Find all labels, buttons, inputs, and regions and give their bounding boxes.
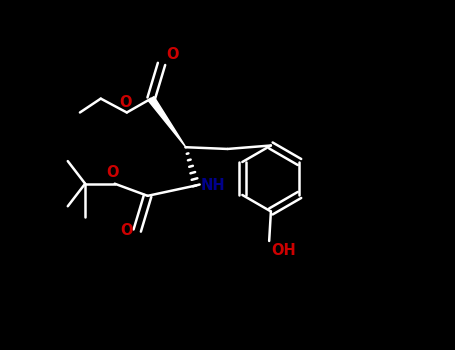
Text: O: O	[120, 223, 133, 238]
Text: OH: OH	[271, 243, 296, 258]
Text: O: O	[166, 47, 178, 62]
Text: O: O	[106, 165, 119, 180]
Text: NH: NH	[201, 178, 225, 193]
Text: O: O	[119, 95, 131, 110]
Polygon shape	[148, 97, 186, 147]
